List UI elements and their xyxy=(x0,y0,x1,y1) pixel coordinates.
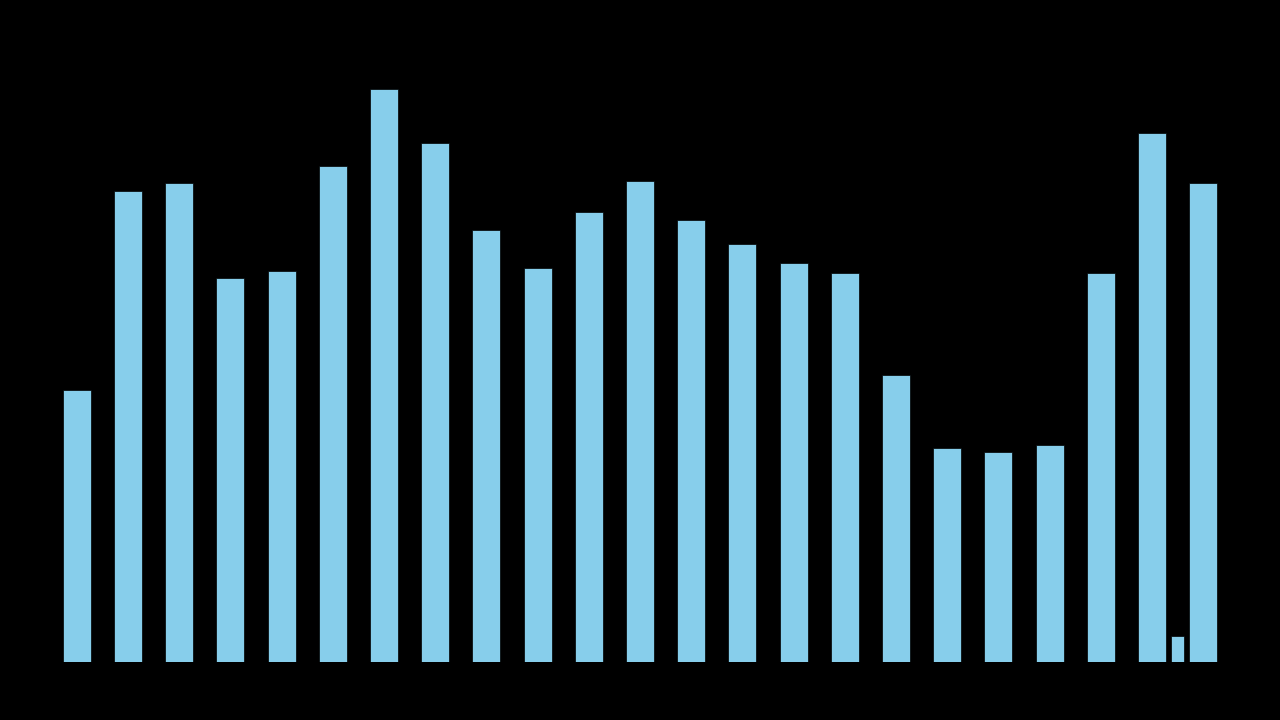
Bar xyxy=(1189,184,1217,662)
Bar xyxy=(216,278,244,662)
Bar xyxy=(370,89,398,662)
Bar xyxy=(1087,274,1115,662)
Bar xyxy=(677,220,705,662)
Bar xyxy=(984,452,1012,662)
Bar xyxy=(780,264,808,662)
Bar xyxy=(575,212,603,662)
Bar xyxy=(524,268,552,662)
Bar xyxy=(319,166,347,662)
Bar xyxy=(114,191,142,662)
Bar xyxy=(1036,445,1064,662)
Bar xyxy=(421,143,449,662)
Bar xyxy=(882,375,910,662)
Bar xyxy=(831,274,859,662)
Bar xyxy=(63,390,91,662)
Bar xyxy=(626,181,654,662)
Bar xyxy=(728,244,756,662)
Bar xyxy=(1171,636,1184,662)
Bar xyxy=(268,271,296,662)
Bar xyxy=(933,448,961,662)
Bar xyxy=(1138,132,1166,662)
Bar xyxy=(472,230,500,662)
Bar xyxy=(165,184,193,662)
